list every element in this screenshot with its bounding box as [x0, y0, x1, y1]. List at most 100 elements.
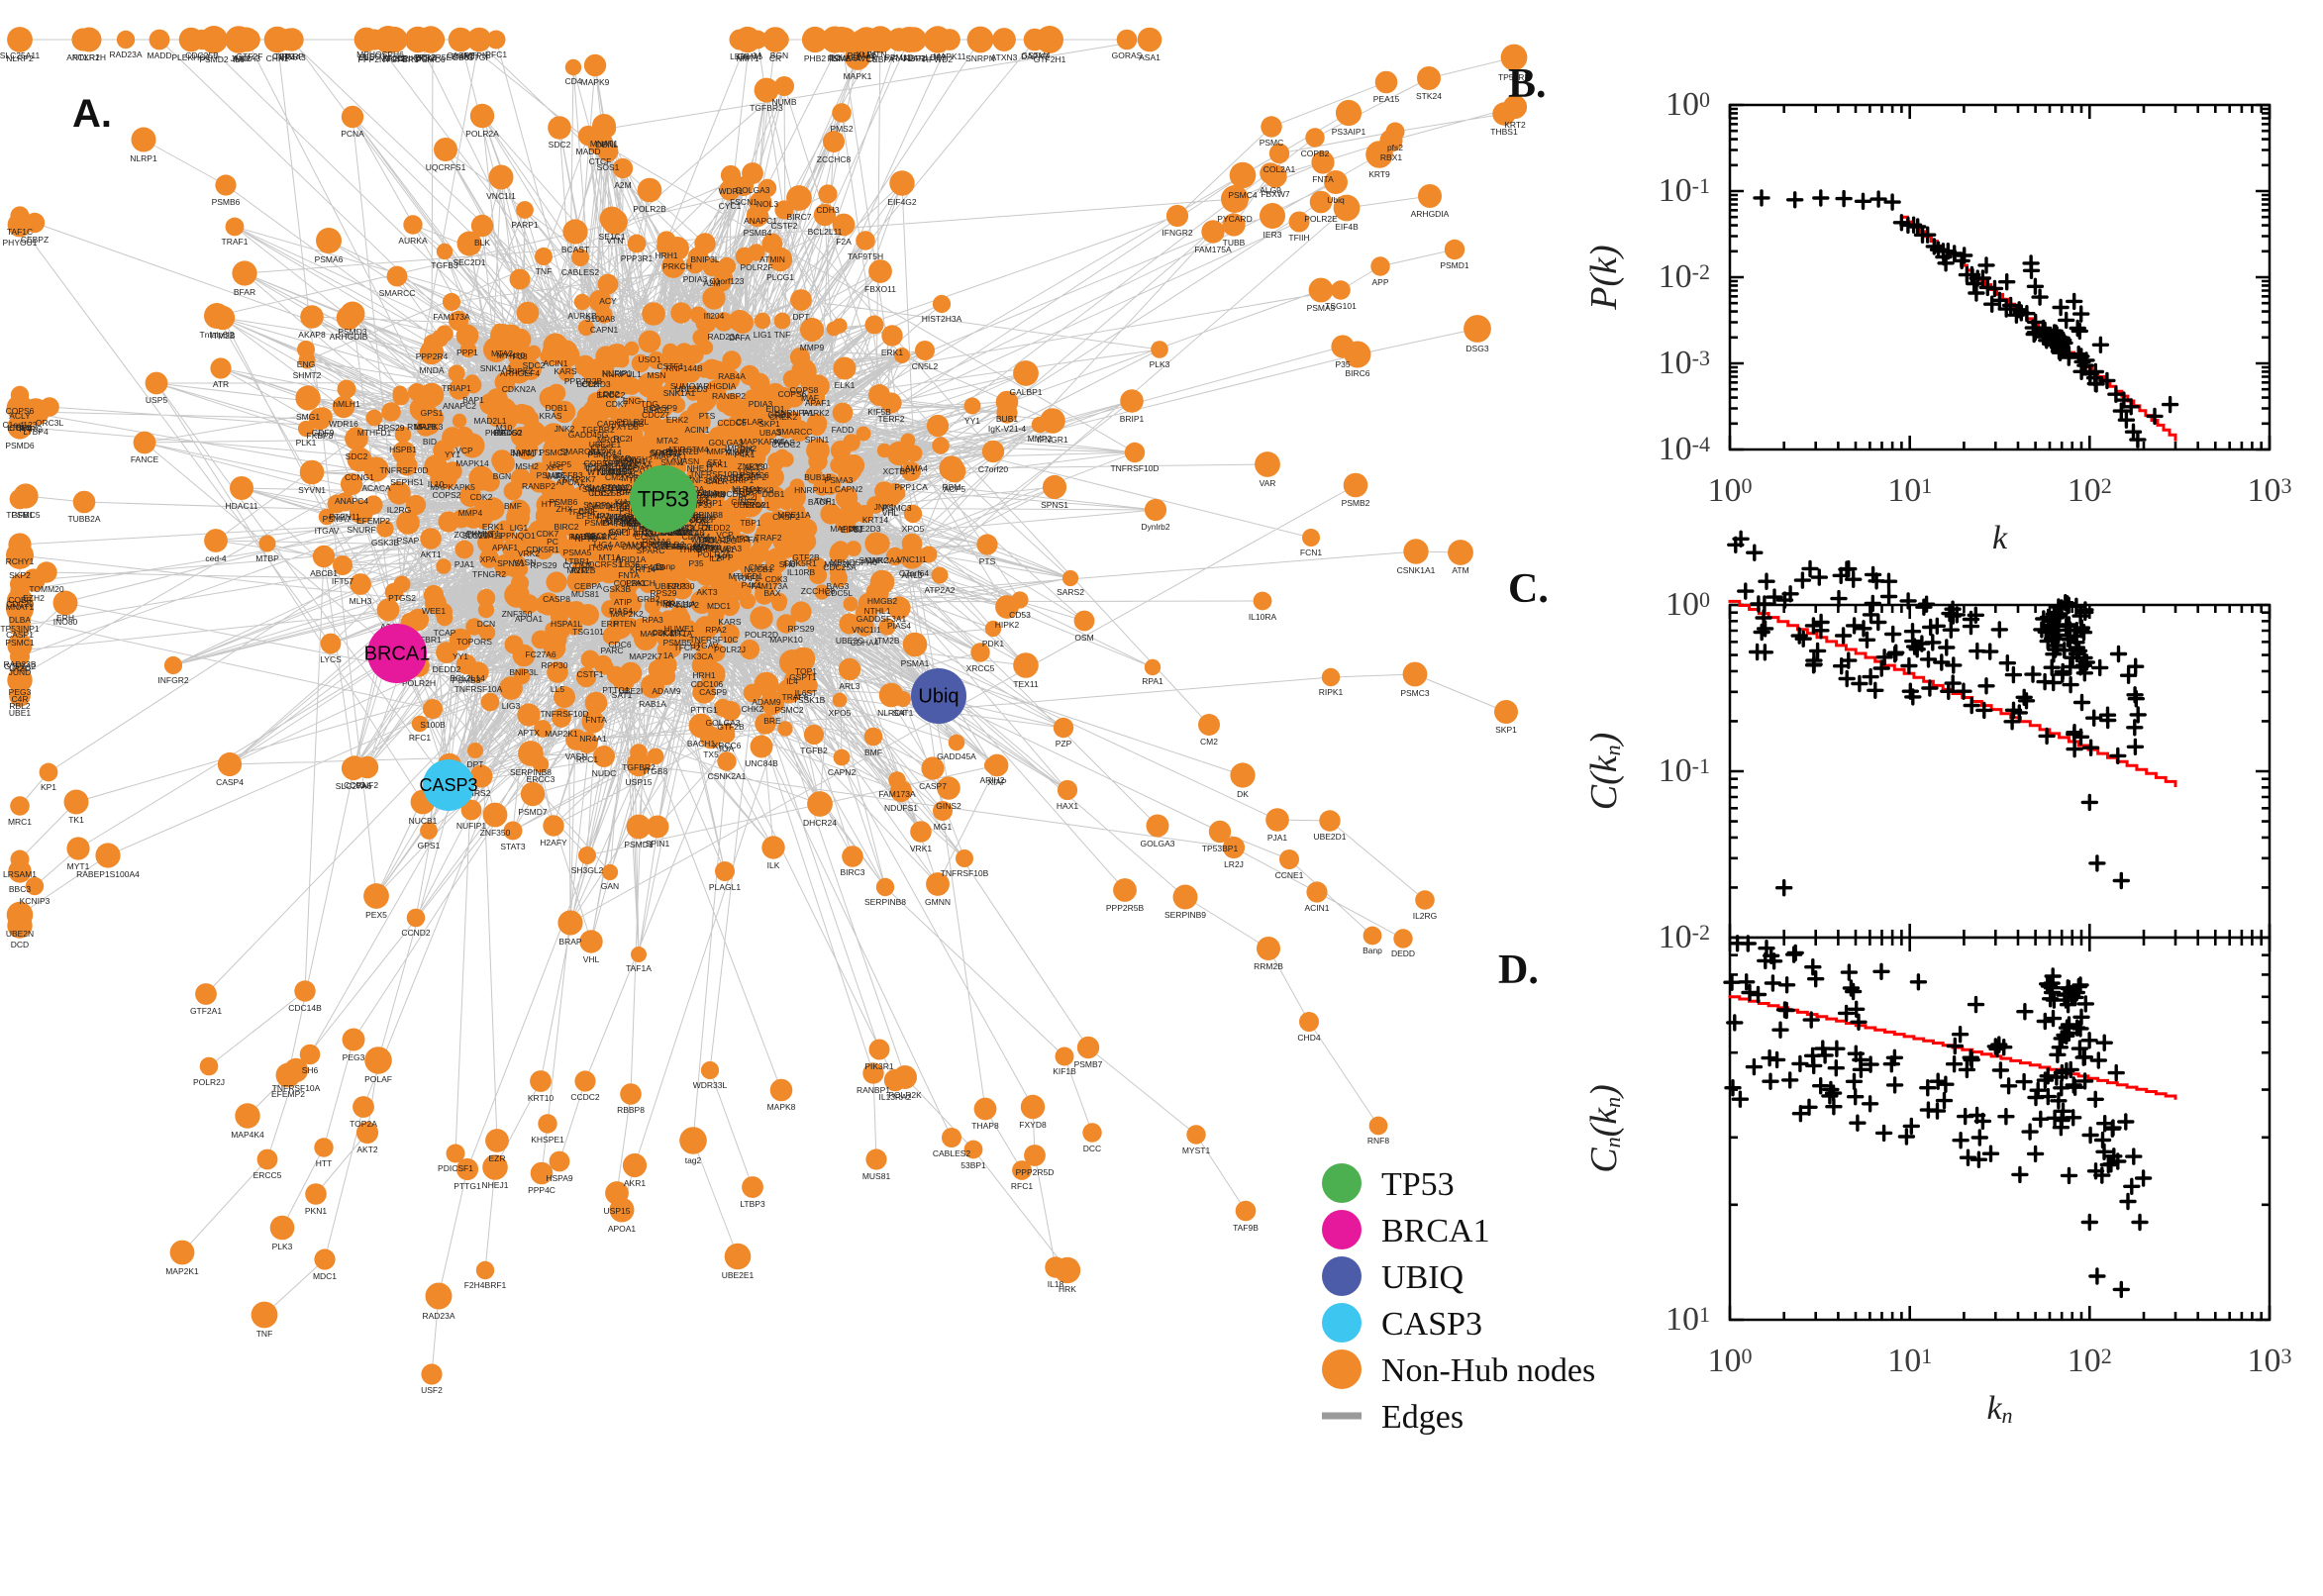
- svg-text:TAF1C: TAF1C: [7, 227, 33, 237]
- svg-text:SH6: SH6: [302, 1065, 319, 1075]
- svg-text:BAG3: BAG3: [827, 581, 850, 591]
- svg-text:IER3: IER3: [1263, 230, 1282, 240]
- svg-text:KRT9: KRT9: [1368, 169, 1390, 179]
- svg-text:NUCB1: NUCB1: [409, 816, 438, 826]
- svg-text:SMARCC: SMARCC: [379, 288, 416, 298]
- svg-text:GSK3B: GSK3B: [371, 538, 400, 548]
- svg-text:PJA1: PJA1: [454, 559, 475, 569]
- svg-text:HNRNPA1: HNRNPA1: [774, 408, 814, 418]
- svg-text:tag2: tag2: [685, 1155, 702, 1165]
- svg-text:PCNA: PCNA: [341, 129, 364, 139]
- svg-text:DEDD: DEDD: [1391, 948, 1415, 958]
- svg-text:hMLH1: hMLH1: [333, 399, 360, 409]
- svg-text:RAB1A: RAB1A: [639, 699, 666, 709]
- svg-text:BBC3: BBC3: [9, 884, 31, 894]
- svg-text:BIRC6: BIRC6: [1345, 368, 1369, 378]
- svg-text:EFEMP2: EFEMP2: [271, 1089, 305, 1099]
- svg-text:RC2I: RC2I: [613, 434, 632, 444]
- svg-text:GPS1: GPS1: [418, 841, 441, 850]
- svg-text:PDCD6IP: PDCD6IP: [715, 489, 752, 499]
- svg-text:TAF9B: TAF9B: [1233, 1223, 1259, 1233]
- svg-text:RAD23A: RAD23A: [109, 50, 142, 59]
- svg-text:THBS1: THBS1: [1490, 127, 1518, 137]
- svg-text:C1orf123: C1orf123: [3, 420, 38, 430]
- svg-text:APTX: APTX: [518, 728, 541, 738]
- svg-text:AURKB: AURKB: [567, 311, 597, 321]
- svg-text:PTS: PTS: [699, 411, 716, 421]
- svg-text:XRCC6: XRCC6: [713, 741, 742, 750]
- svg-text:SLC27A6: SLC27A6: [336, 781, 372, 791]
- svg-text:k: k: [1992, 520, 2008, 556]
- svg-text:FXYD8: FXYD8: [1019, 1120, 1047, 1130]
- svg-text:BUB1B: BUB1B: [603, 453, 631, 463]
- svg-text:TRIAP1: TRIAP1: [442, 383, 471, 393]
- svg-text:LL5: LL5: [551, 684, 564, 694]
- svg-text:PYCARD: PYCARD: [1217, 214, 1252, 224]
- svg-text:VTN: VTN: [607, 236, 624, 246]
- svg-text:MSN: MSN: [648, 370, 666, 380]
- svg-text:POLR2G: POLR2G: [703, 536, 738, 546]
- svg-text:CDK7: CDK7: [606, 399, 629, 409]
- svg-text:YY1: YY1: [964, 416, 980, 426]
- svg-text:APOA1: APOA1: [608, 1224, 637, 1234]
- svg-text:ANAPC4: ANAPC4: [335, 496, 368, 506]
- svg-text:IL10RA: IL10RA: [1249, 612, 1277, 622]
- svg-text:PEG3: PEG3: [9, 687, 32, 697]
- svg-text:CDK5R1: CDK5R1: [783, 558, 817, 568]
- svg-text:GMNN: GMNN: [925, 897, 951, 907]
- svg-text:OSM: OSM: [1074, 633, 1093, 643]
- svg-text:PSMB6: PSMB6: [212, 197, 241, 207]
- svg-text:HAX1: HAX1: [1057, 801, 1078, 811]
- svg-text:ANAPC2: ANAPC2: [443, 401, 476, 411]
- svg-text:ARID1A: ARID1A: [616, 554, 647, 564]
- svg-text:RFC1: RFC1: [576, 754, 598, 764]
- svg-text:WT1: WT1: [525, 448, 543, 457]
- svg-text:APAF1: APAF1: [492, 543, 519, 552]
- svg-text:HIST2H3A: HIST2H3A: [922, 314, 962, 324]
- svg-text:Ubiq: Ubiq: [918, 686, 959, 708]
- svg-text:CASP3: CASP3: [419, 775, 477, 795]
- svg-text:CSTF1: CSTF1: [657, 361, 684, 371]
- svg-text:HSPA9: HSPA9: [546, 1173, 573, 1183]
- svg-text:PJA1: PJA1: [1267, 833, 1288, 843]
- svg-text:HIPK2: HIPK2: [995, 620, 1020, 630]
- svg-text:VNC1I1: VNC1I1: [897, 554, 927, 564]
- svg-text:CCNH: CCNH: [635, 532, 659, 542]
- svg-text:MYH10: MYH10: [497, 350, 526, 360]
- svg-text:PLK3: PLK3: [1150, 359, 1170, 369]
- svg-text:MDC1: MDC1: [313, 1271, 337, 1281]
- svg-text:TNFRSF10B: TNFRSF10B: [941, 868, 989, 878]
- svg-text:ZCCHC8: ZCCHC8: [817, 154, 852, 164]
- svg-text:ZNF350: ZNF350: [738, 461, 768, 471]
- svg-text:TNF: TNF: [774, 330, 791, 340]
- svg-text:HTT: HTT: [316, 1158, 333, 1168]
- svg-text:PSMA3: PSMA3: [825, 475, 854, 485]
- svg-text:MAPK14: MAPK14: [455, 458, 489, 468]
- svg-text:PLCG1: PLCG1: [766, 272, 794, 282]
- svg-text:ATM: ATM: [1452, 565, 1468, 575]
- svg-text:ARL3: ARL3: [839, 681, 860, 691]
- svg-text:NDUFS1: NDUFS1: [884, 803, 918, 813]
- svg-text:USP15: USP15: [626, 777, 653, 787]
- svg-text:GINS2: GINS2: [936, 801, 961, 811]
- svg-text:POLR2B: POLR2B: [633, 204, 666, 214]
- svg-text:KHSPE1: KHSPE1: [531, 1135, 564, 1145]
- svg-text:KLF6: KLF6: [857, 50, 877, 59]
- svg-text:FNTA: FNTA: [1312, 174, 1334, 184]
- svg-text:WEE1: WEE1: [422, 606, 446, 616]
- svg-text:GADDSF3A1: GADDSF3A1: [857, 614, 907, 624]
- svg-text:CCNG1: CCNG1: [345, 472, 374, 482]
- svg-text:AKT2: AKT2: [356, 1145, 378, 1154]
- svg-text:PLK1: PLK1: [296, 438, 317, 448]
- svg-text:GAN: GAN: [601, 881, 619, 891]
- svg-text:STK24: STK24: [1416, 91, 1442, 101]
- svg-text:VASN: VASN: [677, 456, 700, 466]
- svg-text:RAB4A: RAB4A: [718, 371, 746, 381]
- svg-text:HSPA1L: HSPA1L: [551, 619, 582, 629]
- svg-text:MSH2: MSH2: [515, 461, 539, 471]
- svg-text:PEX5: PEX5: [365, 910, 387, 920]
- svg-text:TGFBR2: TGFBR2: [581, 425, 615, 435]
- svg-text:CAPN1: CAPN1: [590, 325, 619, 335]
- svg-text:IL10: IL10: [428, 479, 445, 489]
- svg-text:AKT1: AKT1: [420, 549, 442, 559]
